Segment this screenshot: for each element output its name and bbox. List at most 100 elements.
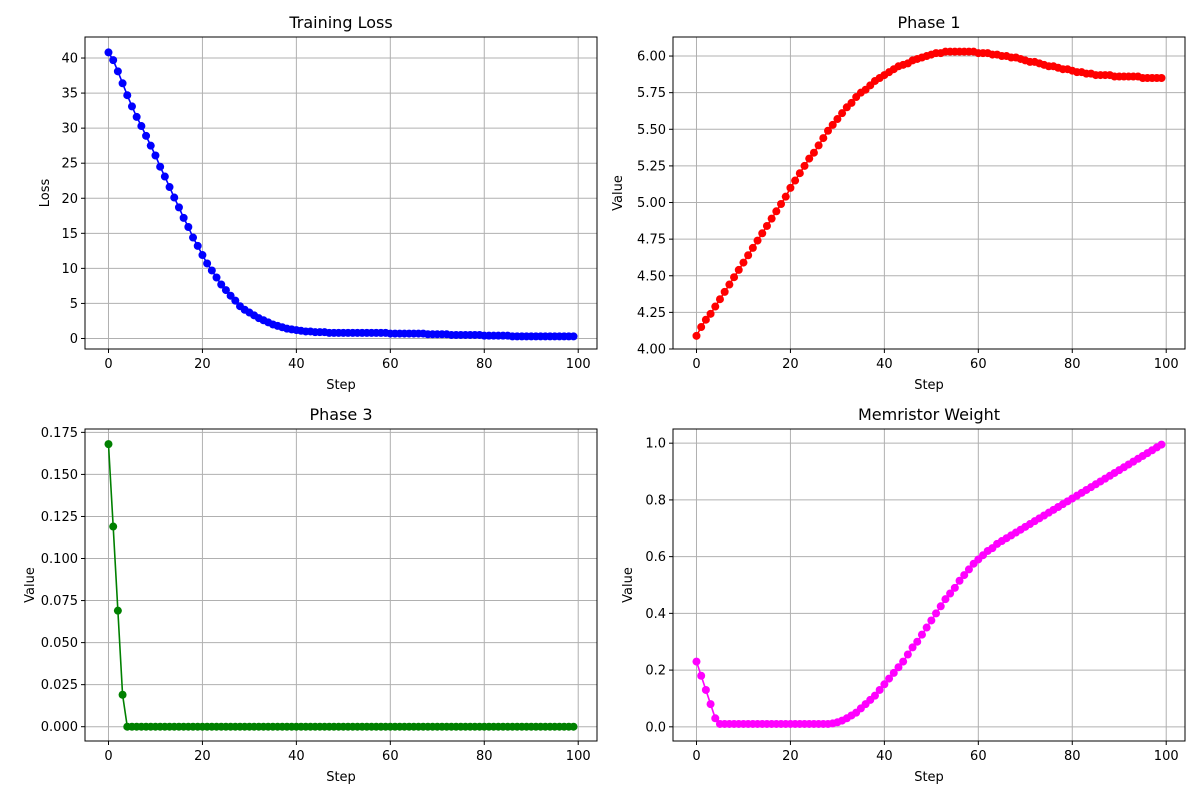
y-tick-label: 15 [61, 227, 78, 242]
subplot-phase-3: 0 20 40 60 80 100 0.000 0.025 0.050 0.075 0.100 0.1… [23, 405, 598, 785]
x-axis-label: Step [326, 770, 356, 785]
y-axis-label: Value [621, 567, 636, 603]
data-point [137, 122, 146, 131]
y-tick-label: 4.75 [637, 233, 666, 248]
x-tick-label: 60 [382, 357, 399, 372]
data-point [908, 643, 917, 652]
y-tick-label: 40 [61, 52, 78, 67]
x-tick-label: 100 [1154, 749, 1179, 764]
data-point [885, 674, 894, 683]
data-point [767, 214, 776, 223]
x-tick-label: 80 [476, 749, 493, 764]
data-point [174, 203, 183, 212]
y-tick-label: 0.0 [645, 720, 666, 735]
data-point [720, 287, 729, 296]
x-tick-label: 40 [876, 749, 893, 764]
data-point [212, 273, 221, 282]
data-point [734, 265, 743, 274]
x-axis-label: Step [914, 378, 944, 393]
y-axis-label: Value [23, 567, 38, 603]
data-point [772, 207, 781, 216]
data-point [824, 126, 833, 135]
data-point [748, 243, 757, 252]
data-point [1157, 74, 1166, 83]
data-point [104, 48, 113, 57]
y-tick-label: 5 [70, 297, 78, 312]
data-point [814, 141, 823, 150]
x-tick-label: 20 [782, 749, 799, 764]
y-tick-label: 0.050 [41, 636, 78, 651]
y-tick-label: 0.000 [41, 720, 78, 735]
chart-title: Training Loss [288, 13, 392, 32]
data-point [955, 576, 964, 585]
data-point [917, 630, 926, 639]
subplot-phase-1: 0 20 40 60 80 100 4.00 4.25 4.50 4.75 5.00 5.25 5.50… [611, 13, 1186, 393]
axes-frame [672, 36, 1186, 350]
data-point [875, 685, 884, 694]
axes-frame [672, 428, 1186, 742]
y-tick-label: 0.8 [645, 493, 666, 508]
data-point [805, 154, 814, 163]
x-tick-label: 80 [1064, 749, 1081, 764]
y-tick-label: 0.175 [41, 426, 78, 441]
data-point [903, 650, 912, 659]
data-point [118, 690, 127, 699]
data-point [894, 663, 903, 672]
x-tick-label: 80 [1064, 357, 1081, 372]
data-point [697, 323, 706, 332]
data-point [127, 102, 136, 111]
data-point [132, 112, 141, 121]
y-tick-label: 4.00 [637, 343, 666, 358]
data-point [786, 183, 795, 192]
y-tick-label: 5.75 [637, 86, 666, 101]
y-tick-label: 4.50 [637, 269, 666, 284]
data-point [744, 251, 753, 260]
data-point [711, 302, 720, 311]
x-tick-label: 0 [104, 357, 112, 372]
data-point [711, 714, 720, 723]
data-point [113, 67, 122, 76]
data-point [198, 251, 207, 260]
y-tick-label: 0.100 [41, 552, 78, 567]
data-point [123, 91, 132, 100]
data-point [762, 221, 771, 230]
x-tick-label: 0 [692, 749, 700, 764]
data-point [701, 685, 710, 694]
data-point [184, 223, 193, 232]
data-point [113, 606, 122, 615]
chart-title: Memristor Weight [858, 405, 1000, 424]
y-axis-label: Loss [38, 179, 53, 208]
x-tick-label: 40 [288, 749, 305, 764]
data-point [819, 134, 828, 143]
data-point [946, 589, 955, 598]
y-tick-label: 5.00 [637, 196, 666, 211]
data-point [889, 668, 898, 677]
y-tick-label: 10 [61, 262, 78, 277]
y-axis-label: Value [611, 175, 626, 211]
data-point [913, 637, 922, 646]
data-point [118, 79, 127, 88]
data-point [715, 295, 724, 304]
data-point [170, 193, 179, 202]
x-axis-label: Step [326, 378, 356, 393]
x-tick-label: 20 [194, 749, 211, 764]
y-tick-label: 1.0 [645, 437, 666, 452]
x-tick-label: 0 [104, 749, 112, 764]
x-tick-label: 0 [692, 357, 700, 372]
data-point [781, 192, 790, 201]
data-point [217, 280, 226, 289]
x-tick-label: 40 [288, 357, 305, 372]
series-line [107, 52, 574, 338]
x-tick-label: 20 [194, 357, 211, 372]
data-point [791, 176, 800, 185]
x-tick-label: 60 [970, 357, 987, 372]
y-tick-label: 0.150 [41, 468, 78, 483]
data-point [899, 657, 908, 666]
data-point [1157, 440, 1166, 449]
y-tick-label: 0.6 [645, 550, 666, 565]
data-point [777, 199, 786, 208]
data-point [142, 131, 151, 140]
data-point [922, 623, 931, 632]
axes-frame [84, 428, 598, 742]
data-point [179, 213, 188, 222]
